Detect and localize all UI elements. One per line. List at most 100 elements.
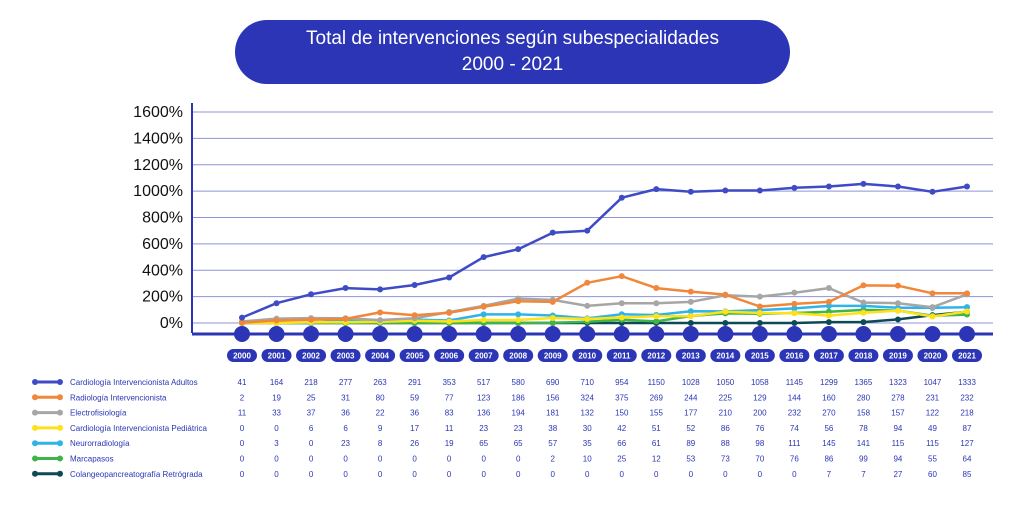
table-cell: 0 <box>343 455 348 464</box>
x-axis-marker <box>820 326 837 342</box>
table-cell: 86 <box>721 424 730 433</box>
table-cell: 1299 <box>820 378 838 387</box>
data-point <box>480 254 487 261</box>
table-cell: 710 <box>581 378 595 387</box>
x-axis-marker <box>613 326 630 342</box>
table-cell: 1047 <box>924 378 942 387</box>
table-cell: 66 <box>617 439 626 448</box>
data-point <box>549 319 556 326</box>
legend-label: Neurorradiología <box>70 439 130 448</box>
table-cell: 10 <box>583 455 592 464</box>
year-pill <box>779 349 810 362</box>
table-cell: 232 <box>788 409 802 418</box>
table-cell: 232 <box>960 393 974 402</box>
table-cell: 0 <box>378 455 383 464</box>
data-point <box>756 187 763 194</box>
table-cell: 31 <box>341 393 350 402</box>
y-tick-label: 800% <box>142 210 183 227</box>
table-cell: 1050 <box>716 378 734 387</box>
table-cell: 89 <box>686 439 695 448</box>
chart-title-banner: Total de intervenciones según subespecia… <box>235 20 790 84</box>
table-cell: 0 <box>516 455 521 464</box>
data-point <box>549 314 556 321</box>
table-cell: 0 <box>412 470 417 479</box>
table-cell: 954 <box>615 378 629 387</box>
legend-swatch-dot <box>57 409 63 416</box>
data-point <box>687 298 694 305</box>
table-cell: 36 <box>410 409 419 418</box>
table-cell: 2 <box>240 393 245 402</box>
data-point <box>549 229 556 236</box>
table-cell: 0 <box>447 455 452 464</box>
data-point <box>618 273 625 280</box>
table-cell: 23 <box>479 424 488 433</box>
table-cell: 74 <box>790 424 799 433</box>
year-pill <box>813 349 844 362</box>
data-point <box>791 320 798 326</box>
data-point <box>239 314 245 321</box>
table-cell: 27 <box>893 470 902 479</box>
table-cell: 7 <box>827 470 832 479</box>
table-cell: 291 <box>408 378 422 387</box>
table-cell: 0 <box>447 470 452 479</box>
table-cell: 19 <box>272 393 281 402</box>
year-label: 2020 <box>924 352 942 361</box>
table-cell: 115 <box>926 439 939 448</box>
data-point <box>791 305 798 312</box>
data-point <box>929 188 936 195</box>
table-cell: 99 <box>859 455 868 464</box>
table-cell: 37 <box>307 409 316 418</box>
table-cell: 0 <box>309 455 314 464</box>
year-pill <box>330 349 361 362</box>
legend-swatch-dot <box>32 409 38 416</box>
table-cell: 200 <box>753 409 767 418</box>
data-point <box>584 227 591 234</box>
table-cell: 0 <box>516 470 521 479</box>
table-cell: 56 <box>824 424 833 433</box>
table-cell: 3 <box>274 439 279 448</box>
year-label: 2009 <box>544 352 562 361</box>
table-cell: 278 <box>891 393 905 402</box>
legend-swatch-dot <box>57 379 63 385</box>
data-point <box>308 316 315 323</box>
table-cell: 263 <box>373 378 387 387</box>
table-cell: 77 <box>445 393 454 402</box>
data-point <box>791 184 798 191</box>
table-cell: 0 <box>723 470 728 479</box>
y-tick-label: 1000% <box>133 183 183 200</box>
data-point <box>618 300 625 307</box>
table-cell: 1333 <box>958 378 976 387</box>
table-cell: 30 <box>583 424 592 433</box>
year-label: 2002 <box>302 352 320 361</box>
year-label: 2001 <box>268 352 286 361</box>
table-cell: 181 <box>546 409 560 418</box>
table-cell: 145 <box>822 439 836 448</box>
year-label: 2016 <box>785 352 803 361</box>
data-point <box>791 289 798 296</box>
data-point <box>825 298 832 305</box>
table-cell: 41 <box>238 378 247 387</box>
table-cell: 0 <box>240 439 245 448</box>
data-point <box>653 300 660 307</box>
table-cell: 1365 <box>855 378 873 387</box>
table-cell: 6 <box>309 424 314 433</box>
data-point <box>377 286 384 293</box>
data-point <box>722 291 729 298</box>
table-cell: 1323 <box>889 378 907 387</box>
table-cell: 8 <box>378 439 383 448</box>
table-cell: 280 <box>857 393 871 402</box>
table-cell: 49 <box>928 424 937 433</box>
table-cell: 25 <box>617 455 626 464</box>
year-label: 2018 <box>855 352 873 361</box>
table-cell: 11 <box>445 424 454 433</box>
year-pill <box>399 349 430 362</box>
data-point <box>273 300 280 307</box>
data-point <box>722 320 729 326</box>
table-cell: 38 <box>548 424 557 433</box>
table-cell: 177 <box>684 409 698 418</box>
data-point <box>756 293 763 300</box>
year-pill <box>227 349 257 362</box>
table-cell: 150 <box>615 409 629 418</box>
table-cell: 144 <box>788 393 802 402</box>
x-axis-marker <box>406 326 423 342</box>
